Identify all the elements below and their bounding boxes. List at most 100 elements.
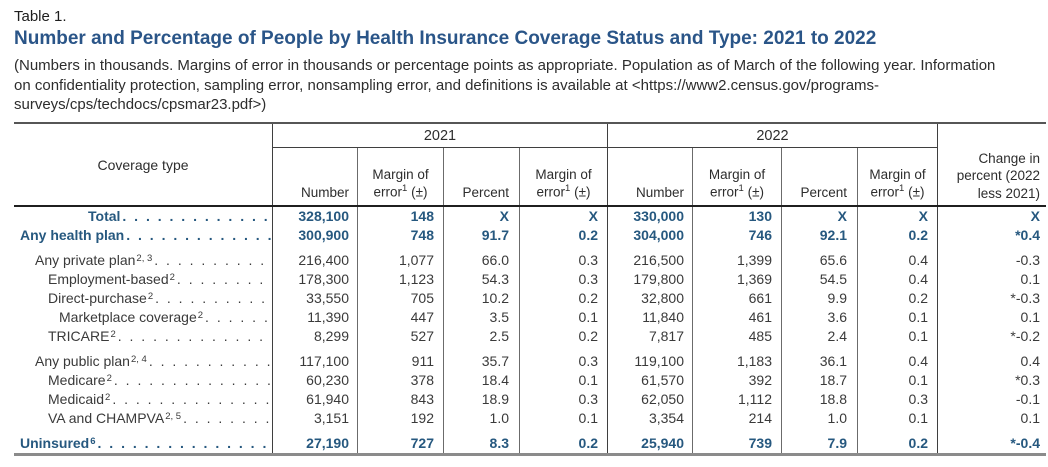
moe-footnote-ref: 1	[402, 183, 408, 195]
value-cell: X	[1030, 208, 1040, 225]
footnote-ref: 2	[106, 372, 112, 384]
row-label-cell: Direct-purchase 2	[14, 289, 273, 309]
value-cell: *0.4	[1015, 227, 1040, 244]
value-cell: 3,151	[273, 409, 358, 429]
value-cell: 216,500	[608, 245, 693, 271]
header-moe-percent-2022: Margin of error1 (±)	[858, 148, 937, 205]
moe-word: error	[870, 184, 900, 200]
leader-dots	[183, 411, 272, 425]
value-cell: 32,800	[608, 289, 693, 309]
value-cell: 66.0	[444, 245, 520, 271]
row-label: Total	[88, 208, 121, 225]
value-cell: 11,840	[608, 308, 693, 328]
coverage-table: Coverage type 2021 Number Margin of erro…	[14, 122, 1046, 457]
value-cell: 10.2	[444, 289, 520, 309]
row-label: Medicaid	[48, 391, 105, 408]
value-cell: 0.4	[858, 245, 938, 271]
value-cell: 3.5	[444, 308, 520, 328]
leader-dots	[118, 329, 272, 343]
row-label: Any public plan	[35, 353, 130, 370]
value-cell: 0.2	[520, 289, 608, 309]
table-row: Uninsured627,1907278.30.225,9407397.90.2…	[14, 428, 1046, 454]
moe-plus-minus: (±)	[407, 184, 428, 200]
value-cell: 727	[358, 428, 444, 454]
row-label-cell: Any health plan	[14, 226, 273, 246]
moe-label-line2: error1 (±)	[374, 183, 428, 201]
header-moe-number-2021: Margin of error1 (±)	[358, 148, 444, 206]
value-cell: -0.1	[1015, 391, 1040, 408]
leader-dots	[114, 373, 272, 387]
value-cell: 8,299	[273, 327, 358, 347]
moe-plus-minus: (±)	[570, 184, 591, 200]
header-group-2022: 2022 Number Margin of error1 (±) Percent…	[608, 124, 938, 206]
leader-dots	[155, 291, 272, 305]
moe-plus-minus: (±)	[743, 184, 764, 200]
value-cell: 18.4	[444, 371, 520, 391]
value-cell: 0.2	[858, 289, 938, 309]
moe-word: error	[373, 184, 403, 200]
value-cell: 65.6	[782, 245, 858, 271]
value-cell: 300,900	[273, 226, 358, 246]
value-cell: 0.1	[1020, 271, 1040, 288]
value-cell: 746	[693, 226, 782, 246]
value-cell: 92.1	[782, 226, 858, 246]
value-cell: 330,000	[608, 207, 693, 227]
value-cell: 527	[358, 327, 444, 347]
header-subrow-2021: Number Margin of error1 (±) Percent Marg…	[273, 148, 607, 206]
moe-footnote-ref: 1	[738, 183, 744, 195]
value-cell: 0.1	[520, 409, 608, 429]
value-cell: 0.3	[858, 390, 938, 410]
row-label: Any private plan	[35, 252, 136, 269]
value-cell: 0.1	[858, 409, 938, 429]
value-cell: 61,570	[608, 371, 693, 391]
value-cell: 2.4	[782, 327, 858, 347]
value-cell: 0.3	[520, 245, 608, 271]
moe-label-line2: error1 (±)	[871, 183, 925, 201]
value-cell: *0.3	[1015, 372, 1040, 389]
header-moe-number-2022: Margin of error1 (±)	[693, 148, 782, 206]
value-cell: 661	[693, 289, 782, 309]
table-row: Any health plan300,90074891.70.2304,0007…	[14, 226, 1046, 246]
header-year-2022: 2022	[608, 124, 937, 149]
value-cell: 62,050	[608, 390, 693, 410]
value-cell: 2.5	[444, 327, 520, 347]
moe-footnote-ref: 1	[565, 183, 571, 195]
leader-dots	[154, 253, 272, 267]
header-percent-2021: Percent	[444, 148, 520, 206]
moe-word: error	[710, 184, 739, 200]
footnote-ref: 2	[110, 328, 116, 340]
value-cell: 7.9	[782, 428, 858, 454]
row-label-cell: Any public plan 2, 4	[14, 346, 273, 372]
value-cell: 843	[358, 390, 444, 410]
value-cell: 0.1	[520, 308, 608, 328]
value-cell: 178,300	[273, 270, 358, 290]
value-cell: 328,100	[273, 207, 358, 227]
value-cell: X	[444, 207, 520, 227]
value-cell: 392	[693, 371, 782, 391]
value-cell: 1,112	[693, 390, 782, 410]
value-cell: 1,123	[358, 270, 444, 290]
row-label: TRICARE	[48, 328, 110, 345]
value-cell: 0.1	[858, 371, 938, 391]
value-cell: 214	[693, 409, 782, 429]
row-label-cell: Medicare 2	[14, 371, 273, 391]
table-title: Number and Percentage of People by Healt…	[14, 28, 877, 49]
value-cell: 0.4	[858, 270, 938, 290]
value-cell: 33,550	[273, 289, 358, 309]
row-label-cell: Employment-based 2	[14, 270, 273, 290]
header-coverage-type: Coverage type	[14, 124, 273, 206]
value-cell: 0.3	[520, 270, 608, 290]
value-cell: 8.3	[444, 428, 520, 454]
value-cell: 36.1	[782, 346, 858, 372]
header-change-in-percent: Change in percent (2022 less 2021)	[938, 124, 1046, 205]
value-cell: 0.4	[1020, 353, 1040, 370]
value-cell: 61,940	[273, 390, 358, 410]
table-note: (Numbers in thousands. Margins of error …	[14, 56, 996, 114]
value-cell: 739	[693, 428, 782, 454]
header-number-2021: Number	[273, 148, 358, 206]
value-cell: X	[782, 207, 858, 227]
moe-label-line1: Margin of	[708, 166, 766, 182]
